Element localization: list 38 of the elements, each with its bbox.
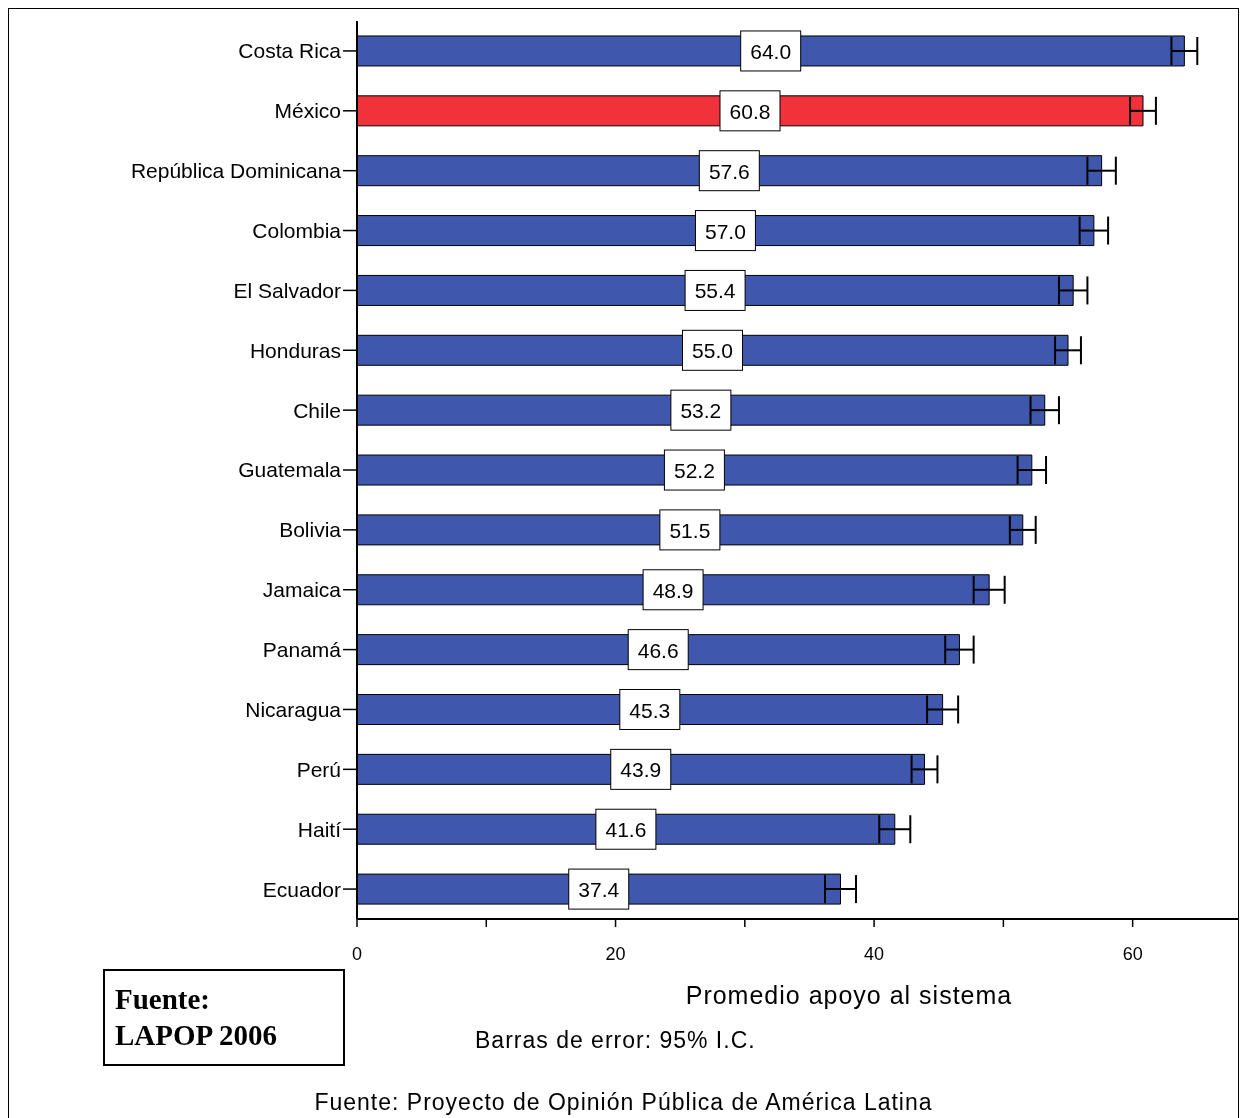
y-tick-label: Jamaica <box>262 578 342 602</box>
x-tick-label: 60 <box>1122 943 1143 964</box>
data-label: 57.0 <box>705 219 746 243</box>
data-label: 41.6 <box>605 818 647 842</box>
y-tick-label: Honduras <box>249 338 341 362</box>
data-label: 48.9 <box>652 578 694 602</box>
data-label: 55.4 <box>694 279 736 303</box>
text: Barras de error: 95% I.C. <box>475 1027 756 1054</box>
data-label: 55.0 <box>692 339 733 363</box>
y-tick-label: Ecuador <box>262 877 341 901</box>
y-tick-label: Bolivia <box>279 518 342 542</box>
data-label: 64.0 <box>750 39 792 63</box>
x-tick-label: 20 <box>605 943 626 964</box>
y-tick-label: Guatemala <box>238 458 342 482</box>
x-tick-label: 0 <box>351 943 363 964</box>
data-label: 43.9 <box>620 758 662 782</box>
source-note: Fuente: Proyecto de Opinión Pública de América Latina <box>313 1089 934 1116</box>
source-note: Fuente: LAPOP 2006 <box>103 969 345 1066</box>
y-tick-label: Panamá <box>262 638 342 662</box>
y-tick-label: Nicaragua <box>245 697 342 721</box>
data-label: 37.4 <box>578 878 620 902</box>
y-tick-label: Colombia <box>252 218 342 242</box>
x-tick-label: 40 <box>864 943 885 964</box>
data-label: 53.2 <box>680 399 722 423</box>
y-tick-label: Haití <box>297 817 342 841</box>
y-tick-label: El Salvador <box>233 278 342 302</box>
data-label: 60.8 <box>729 99 771 123</box>
y-tick-label: República Dominicana <box>130 159 342 183</box>
data-label: 45.3 <box>629 698 671 722</box>
y-tick-label: Perú <box>296 757 341 781</box>
x-axis-title: Promedio apoyo al sistema <box>684 981 1014 1010</box>
data-label: 57.6 <box>708 159 750 183</box>
y-tick-label: Chile <box>293 398 341 422</box>
data-label: 51.5 <box>669 518 711 542</box>
y-tick-label: Costa Rica <box>238 39 342 63</box>
data-label: 52.2 <box>673 459 715 483</box>
y-tick-label: México <box>274 99 341 123</box>
data-label: 46.6 <box>637 638 679 662</box>
